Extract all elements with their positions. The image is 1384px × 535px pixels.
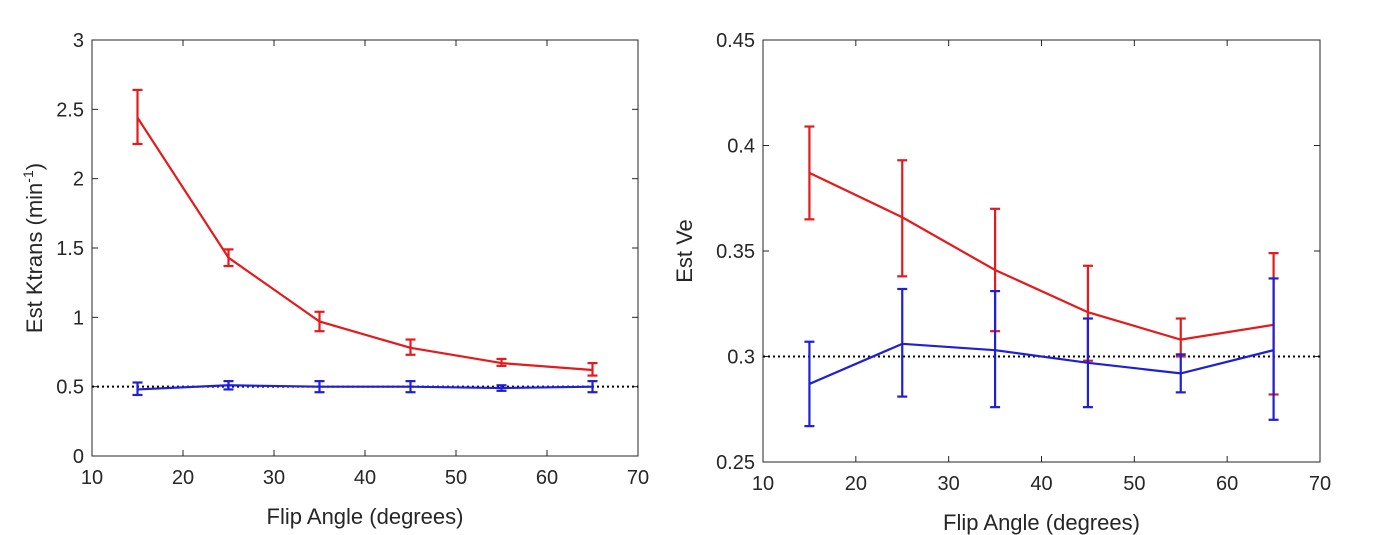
series-blue xyxy=(132,380,598,397)
error-bar xyxy=(897,159,908,278)
x-tick-label: 10 xyxy=(81,467,103,489)
x-tick-label: 70 xyxy=(1309,473,1331,495)
error-bar xyxy=(587,361,598,377)
y-tick-label: 0.4 xyxy=(727,136,755,158)
chart-1: 10 20 30 40 50 60 70 0 0.5 1 1.5 2 2.5 3 Flip Angle (d… xyxy=(20,30,649,529)
x-tick-label: 10 xyxy=(752,473,774,495)
series-blue xyxy=(804,277,1279,428)
error-bar xyxy=(132,88,143,146)
x-tick-label: 30 xyxy=(263,467,285,489)
x-tick-label: 50 xyxy=(1123,473,1145,495)
y-axis-label-tail: ) xyxy=(22,163,47,170)
x-tick-label: 30 xyxy=(938,473,960,495)
chart-2: 10 20 30 40 50 60 70 0.25 0.3 0.35 0.4 0.45 Flip Ang… xyxy=(672,30,1331,535)
y-axis-label-sup: -1 xyxy=(20,170,36,183)
y-tick-label: 0.35 xyxy=(716,241,755,263)
plot-frame xyxy=(762,39,1321,463)
y-tick-label: 0.45 xyxy=(716,30,755,52)
y-tick-label: 0.5 xyxy=(56,377,84,399)
plot-frame xyxy=(91,39,639,457)
error-bar xyxy=(132,381,143,397)
y-tick-label: 1.5 xyxy=(56,238,84,260)
error-bar xyxy=(990,289,1001,409)
x-axis-label: Flip Angle (degrees) xyxy=(943,510,1140,535)
error-bar xyxy=(1268,277,1279,421)
y-tick-label: 0 xyxy=(73,446,84,468)
error-bar xyxy=(496,357,507,367)
y-axis-label: Est Ktrans (min-1) xyxy=(20,163,47,333)
y-tick-label: 1 xyxy=(73,307,84,329)
x-tick-label: 40 xyxy=(1030,473,1052,495)
y-axis-label-main: Est Ktrans (min xyxy=(22,183,47,333)
y-tick-label: 0.3 xyxy=(727,347,755,369)
y-tick-label: 2 xyxy=(73,169,84,191)
x-tick-label: 20 xyxy=(172,467,194,489)
series-line-red xyxy=(808,171,1274,341)
x-tick-label: 40 xyxy=(354,467,376,489)
y-axis-label-main: Est Ve xyxy=(672,219,697,283)
error-bar xyxy=(897,287,908,398)
x-tick-label: 60 xyxy=(1216,473,1238,495)
error-bar xyxy=(405,338,416,356)
y-tick-label: 3 xyxy=(73,30,84,52)
x-tick-label: 60 xyxy=(536,467,558,489)
series-line-red xyxy=(136,117,593,372)
series-line-blue xyxy=(808,342,1274,385)
x-axis-label: Flip Angle (degrees) xyxy=(267,504,464,529)
y-tick-label: 2.5 xyxy=(56,99,84,121)
y-tick-label: 0.25 xyxy=(716,452,755,474)
x-tick-label: 70 xyxy=(627,467,649,489)
x-tick-label: 50 xyxy=(445,467,467,489)
y-axis-label: Est Ve xyxy=(672,219,697,283)
series-line-blue xyxy=(137,384,593,391)
series-red xyxy=(132,88,598,377)
x-tick-label: 20 xyxy=(845,473,867,495)
